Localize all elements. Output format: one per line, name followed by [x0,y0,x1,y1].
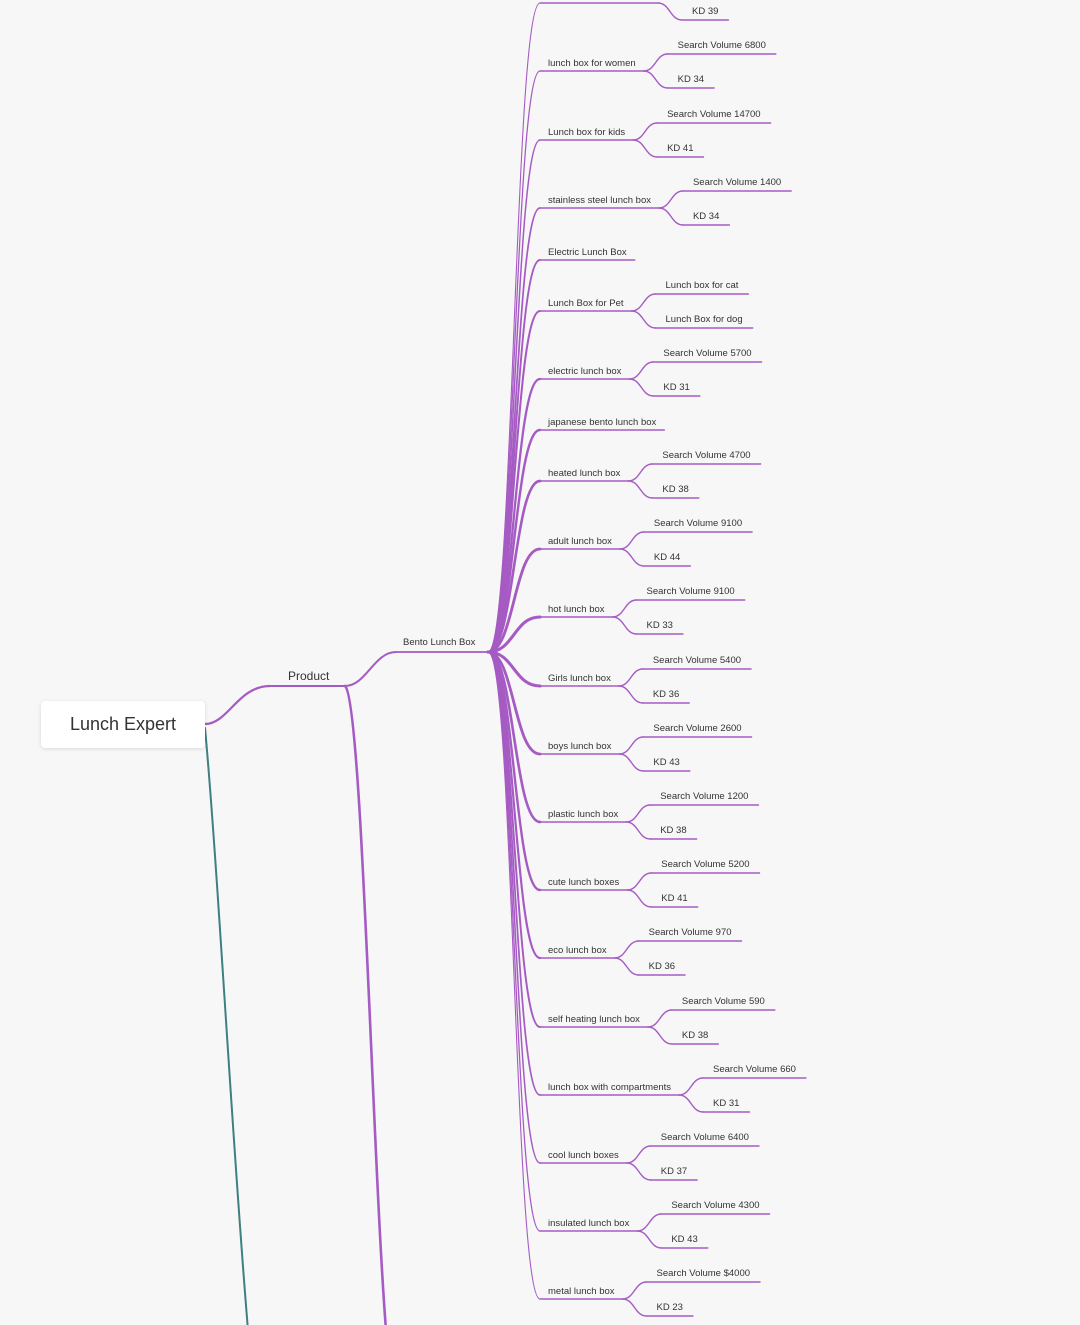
leaf-node[interactable]: Search Volume 14700 [667,109,760,120]
leaf-node[interactable]: KD 38 [662,484,688,495]
leaf-node[interactable]: KD 34 [678,74,704,85]
leaf-node[interactable]: Search Volume $4000 [657,1268,750,1279]
node-label[interactable]: eco lunch box [548,945,607,956]
node-label[interactable]: stainless steel lunch box [548,195,651,206]
leaf-node[interactable]: KD 39 [692,6,718,17]
leaf-node[interactable]: KD 23 [657,1302,683,1313]
node-label[interactable]: Electric Lunch Box [548,247,627,258]
leaf-node[interactable]: KD 38 [660,825,686,836]
node-label[interactable]: electric lunch box [548,366,622,377]
leaf-node[interactable]: Search Volume 590 [682,996,765,1007]
node-label[interactable]: boys lunch box [548,741,612,752]
leaf-node[interactable]: KD 36 [649,961,675,972]
leaf-node[interactable]: Search Volume 6400 [661,1132,749,1143]
leaf-node[interactable]: KD 31 [713,1098,739,1109]
leaf-node[interactable]: Lunch Box for dog [666,314,743,325]
node-label[interactable]: Girls lunch box [548,673,611,684]
leaf-node[interactable]: KD 38 [682,1030,708,1041]
leaf-node[interactable]: Search Volume 9100 [654,518,742,529]
node-label[interactable]: self heating lunch box [548,1014,640,1025]
leaf-node[interactable]: Search Volume 1400 [693,177,781,188]
root-node[interactable]: Lunch Expert [41,701,205,748]
node-label[interactable]: insulated lunch box [548,1218,630,1229]
node-label[interactable]: cute lunch boxes [548,877,620,888]
leaf-node[interactable]: Lunch box for cat [666,280,739,291]
leaf-node[interactable]: Search Volume 970 [649,927,732,938]
leaf-node[interactable]: Search Volume 9100 [647,586,735,597]
leaf-node[interactable]: Search Volume 5400 [653,655,741,666]
leaf-node[interactable]: KD 34 [693,211,719,222]
node-label[interactable]: adult lunch box [548,536,612,547]
leaf-node[interactable]: Search Volume 5700 [663,348,751,359]
leaf-node[interactable]: KD 36 [653,689,679,700]
leaf-node[interactable]: Search Volume 4700 [662,450,750,461]
category-node-product[interactable]: Product [288,669,330,683]
leaf-node[interactable]: KD 43 [671,1234,697,1245]
node-label[interactable]: Lunch box for kids [548,127,625,138]
leaf-node[interactable]: KD 37 [661,1166,687,1177]
leaf-node[interactable]: KD 41 [667,143,693,154]
node-label[interactable]: metal lunch box [548,1286,615,1297]
leaf-node[interactable]: Search Volume 6800 [678,40,766,51]
node-label[interactable]: lunch box for women [548,58,636,69]
node-label[interactable]: Lunch Box for Pet [548,298,624,309]
leaf-node[interactable]: KD 43 [653,757,679,768]
leaf-node[interactable]: KD 44 [654,552,680,563]
root-node-label: Lunch Expert [69,714,177,734]
node-label[interactable]: heated lunch box [548,468,621,479]
leaf-node[interactable]: KD 41 [661,893,687,904]
node-label[interactable]: cool lunch boxes [548,1150,619,1161]
node-underlines [269,2,807,1317]
node-label[interactable]: plastic lunch box [548,809,618,820]
leaf-node[interactable]: Search Volume 1200 [660,791,748,802]
node-label[interactable]: lunch box with compartments [548,1082,671,1093]
node-labels: Product Bento Lunch Box KD 39 lunch box f… [288,6,796,1313]
leaf-node[interactable]: Search Volume 2600 [653,723,741,734]
node-label[interactable]: hot lunch box [548,604,605,615]
leaf-node[interactable]: Search Volume 660 [713,1064,796,1075]
leaf-node[interactable]: KD 33 [647,620,673,631]
leaf-node[interactable]: Search Volume 4300 [671,1200,759,1211]
leaf-node[interactable]: Search Volume 5200 [661,859,749,870]
connector-lines [203,2,704,1325]
leaf-node[interactable]: KD 31 [663,382,689,393]
subcategory-node-bento[interactable]: Bento Lunch Box [403,637,476,648]
node-label[interactable]: japanese bento lunch box [547,417,657,428]
